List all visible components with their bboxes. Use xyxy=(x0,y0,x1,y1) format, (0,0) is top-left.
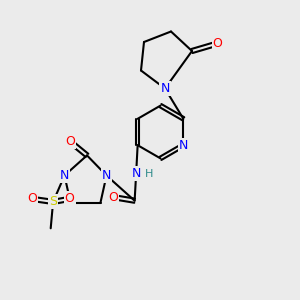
Text: O: O xyxy=(65,192,74,206)
Text: N: N xyxy=(60,169,69,182)
Text: N: N xyxy=(102,169,111,182)
Text: O: O xyxy=(213,37,222,50)
Text: O: O xyxy=(108,190,118,204)
Text: H: H xyxy=(145,169,153,179)
Text: N: N xyxy=(179,139,188,152)
Text: O: O xyxy=(27,192,37,206)
Text: O: O xyxy=(66,135,75,148)
Text: N: N xyxy=(131,167,141,180)
Text: N: N xyxy=(160,82,170,95)
Text: S: S xyxy=(49,195,57,208)
